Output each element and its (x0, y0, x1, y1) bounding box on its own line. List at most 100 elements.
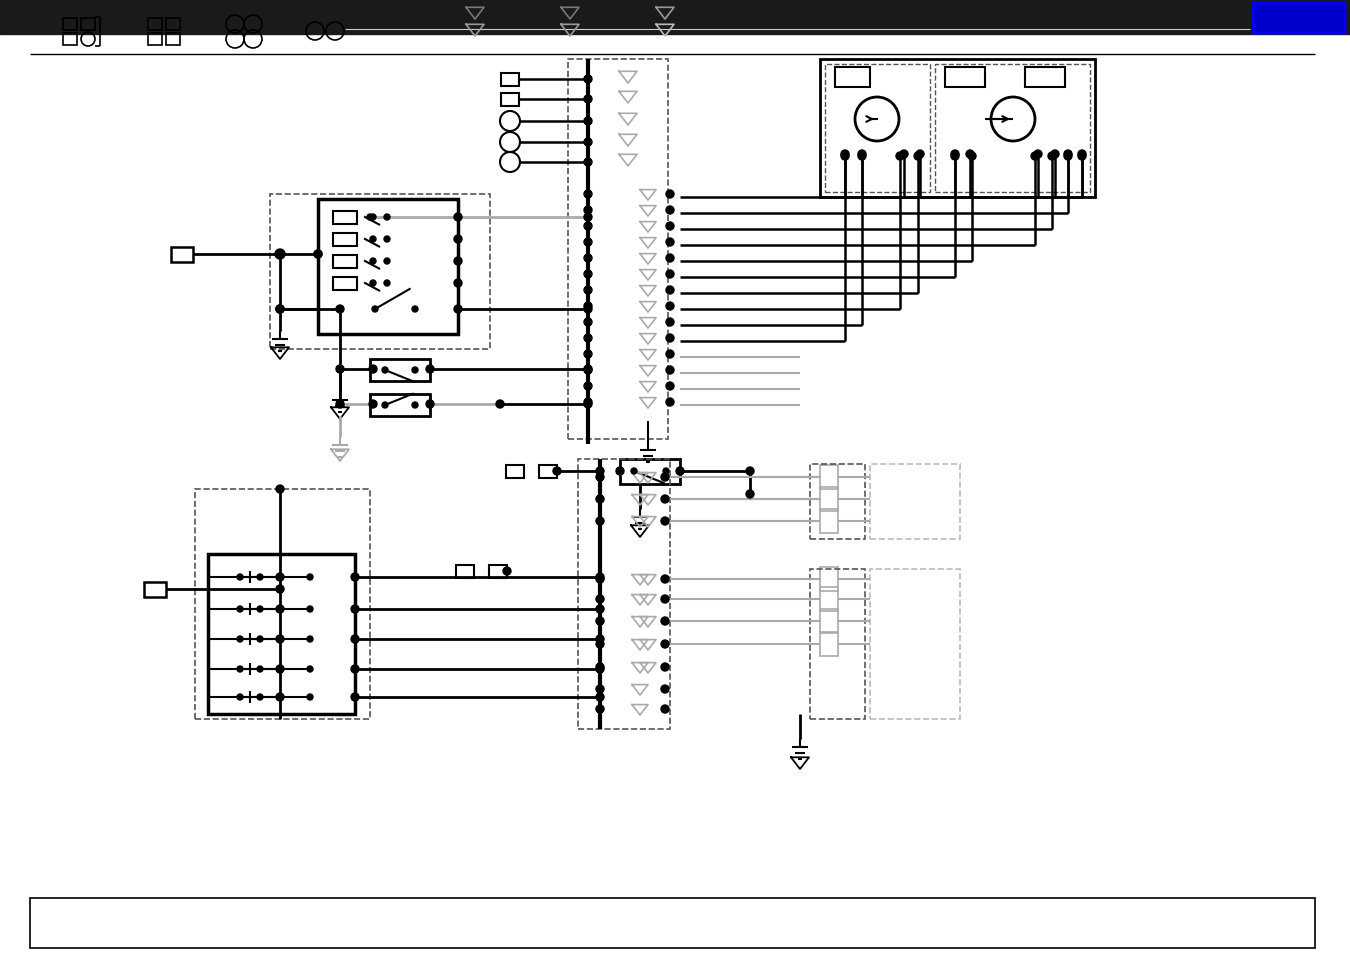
Bar (144, 582, 166, 597)
Bar (166, 19, 180, 30)
Circle shape (367, 214, 373, 221)
Circle shape (256, 637, 263, 642)
Circle shape (351, 693, 359, 701)
Circle shape (351, 574, 359, 581)
Circle shape (666, 271, 674, 278)
Circle shape (967, 151, 973, 159)
Circle shape (662, 705, 670, 713)
Bar (370, 359, 431, 381)
Circle shape (666, 191, 674, 199)
Circle shape (595, 685, 603, 693)
Circle shape (595, 468, 603, 476)
Circle shape (585, 303, 593, 311)
Circle shape (275, 306, 284, 314)
Circle shape (585, 335, 593, 343)
Circle shape (554, 468, 562, 476)
Circle shape (504, 567, 512, 576)
Circle shape (666, 351, 674, 358)
Circle shape (747, 468, 755, 476)
Circle shape (859, 151, 865, 159)
Circle shape (585, 139, 593, 147)
Circle shape (256, 575, 263, 580)
Bar (63, 34, 77, 46)
Circle shape (666, 335, 674, 343)
Bar (506, 465, 524, 478)
Circle shape (585, 207, 593, 214)
Circle shape (238, 637, 243, 642)
Circle shape (595, 574, 603, 581)
Circle shape (666, 207, 674, 214)
Circle shape (427, 400, 433, 409)
Bar (501, 73, 518, 87)
Circle shape (630, 469, 637, 475)
Circle shape (1079, 151, 1085, 159)
Circle shape (454, 213, 462, 222)
Bar (869, 569, 960, 720)
Circle shape (595, 663, 603, 671)
Circle shape (896, 152, 905, 161)
Circle shape (676, 468, 684, 476)
Circle shape (370, 236, 377, 243)
Circle shape (747, 491, 755, 498)
Circle shape (914, 152, 922, 161)
Circle shape (1034, 151, 1042, 159)
Circle shape (454, 306, 462, 314)
Bar (819, 60, 1095, 198)
Bar (568, 60, 668, 439)
Bar (155, 5, 346, 30)
Circle shape (585, 351, 593, 358)
Circle shape (256, 606, 263, 613)
Circle shape (275, 485, 284, 494)
Circle shape (454, 257, 462, 266)
Circle shape (306, 695, 313, 700)
Bar (319, 200, 458, 335)
Circle shape (383, 236, 390, 243)
Circle shape (585, 287, 593, 294)
Circle shape (662, 596, 670, 603)
Circle shape (585, 118, 593, 126)
Circle shape (275, 306, 284, 314)
Circle shape (663, 469, 670, 475)
Circle shape (1048, 152, 1056, 161)
Circle shape (275, 693, 284, 701)
Circle shape (666, 398, 674, 407)
Circle shape (412, 368, 418, 374)
Circle shape (275, 636, 284, 643)
Circle shape (900, 151, 909, 159)
Circle shape (666, 382, 674, 391)
Circle shape (275, 250, 285, 260)
Circle shape (238, 575, 243, 580)
Circle shape (315, 251, 323, 258)
Bar (333, 212, 356, 224)
Bar (0, 0, 1350, 35)
Bar (819, 633, 838, 657)
Circle shape (585, 191, 593, 199)
Circle shape (306, 637, 313, 642)
Circle shape (1064, 152, 1072, 161)
Circle shape (1079, 152, 1085, 161)
Circle shape (427, 366, 433, 374)
Circle shape (595, 640, 603, 648)
Circle shape (351, 605, 359, 614)
Bar (501, 93, 518, 107)
Circle shape (666, 367, 674, 375)
Bar (166, 34, 180, 46)
Bar (333, 233, 356, 246)
Circle shape (585, 398, 593, 407)
Bar (819, 567, 838, 592)
Circle shape (382, 368, 387, 374)
Circle shape (495, 400, 504, 409)
Circle shape (585, 159, 593, 167)
Circle shape (454, 280, 462, 288)
Circle shape (666, 303, 674, 311)
Circle shape (666, 223, 674, 231)
Circle shape (315, 251, 323, 258)
Circle shape (1064, 151, 1072, 159)
Bar (936, 65, 1089, 193)
Circle shape (383, 281, 390, 287)
Circle shape (382, 402, 387, 409)
Circle shape (336, 400, 344, 409)
Bar (810, 464, 865, 539)
Bar (456, 565, 474, 578)
Circle shape (595, 665, 603, 673)
